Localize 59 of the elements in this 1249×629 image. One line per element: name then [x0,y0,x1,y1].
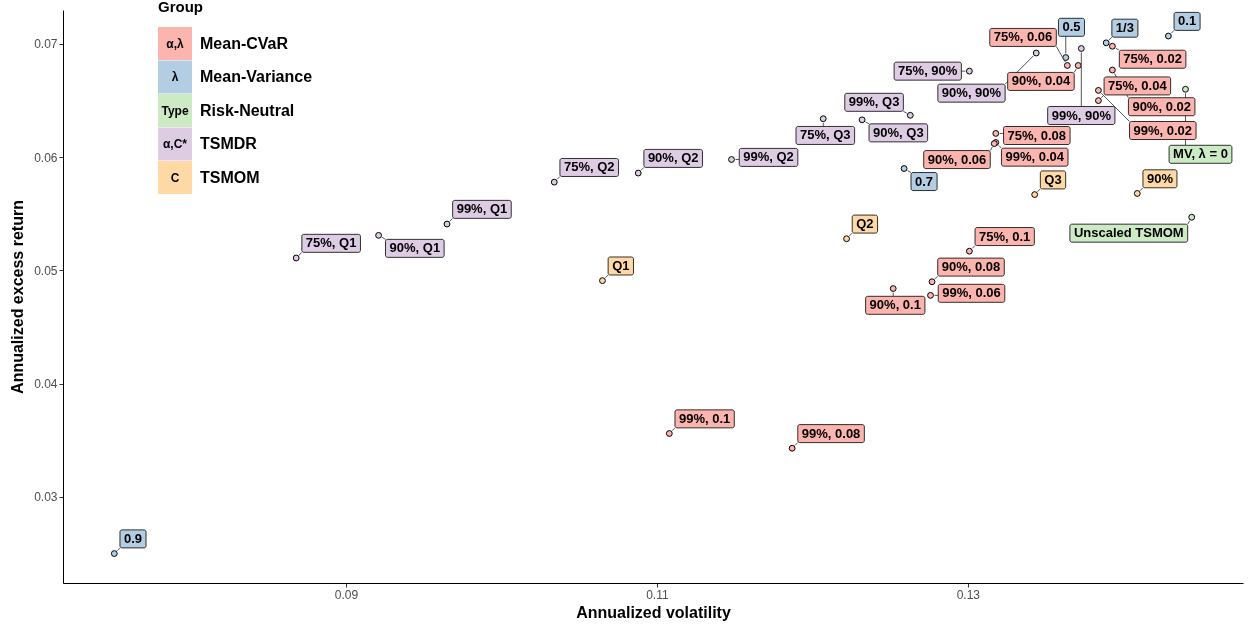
annotation: 75%, 0.06 [993,29,1053,45]
x-tick-label: 0.09 [334,587,359,602]
annotation: 75%, 90% [898,63,958,79]
annotation: 99%, 0.02 [1133,122,1193,138]
annotation: Q3 [1044,171,1062,187]
annotation: 75%, 0.08 [1007,127,1067,143]
y-tick-label: 0.05 [34,263,58,278]
legend-label: TSMOM [200,168,260,186]
annotation: 90%, 0.06 [927,151,987,167]
annotation: MV, λ = 0 [1173,146,1228,162]
annotation: 99%, Q1 [456,201,508,217]
annotation: α,λ [166,36,185,51]
annotation: 75%, 0.02 [1123,51,1182,67]
y-tick-label: 0.06 [34,150,58,165]
annotation: Unscaled TSMOM [1073,225,1184,241]
annotation: 1/3 [1115,20,1134,36]
annotation: Q1 [612,257,630,273]
y-tick-label: 0.03 [34,490,58,505]
annotation: 0.9 [123,530,143,546]
annotation: λ [171,70,179,84]
x-tick-label: 0.13 [956,587,981,602]
annotation: 0.5 [1062,19,1081,35]
legend-label: Risk-Neutral [200,101,295,119]
x-axis-title: Annualized volatility [576,603,731,621]
y-axis-title: Annualized excess return [9,200,27,394]
annotation: 0.7 [915,173,934,189]
legend-label: TSMDR [200,135,258,152]
legend-title: Group [158,0,203,15]
annotation: 99%, 0.1 [678,410,731,426]
annotation: 90%, 0.1 [869,297,921,313]
annotation: 90%, 0.08 [941,259,1001,275]
annotation: 90%, Q3 [873,124,924,140]
annotation: 99%, Q3 [848,94,900,110]
annotation: 90%, 0.02 [1132,98,1191,114]
annotation: 75%, Q2 [563,159,615,175]
annotation: 75%, 0.1 [979,228,1031,244]
annotation: C [170,170,180,185]
annotation: Type [161,103,189,118]
annotation: 99%, 0.04 [1005,149,1065,165]
annotation: 99%, 0.08 [801,425,861,441]
annotation: 90%, Q1 [389,240,441,256]
annotation: 90%, 90% [941,85,1002,101]
x-tick-label: 0.11 [646,587,669,602]
annotation: 75%, Q3 [800,127,851,143]
y-tick-label: 0.07 [34,37,58,52]
annotation: 90%, 0.04 [1011,73,1071,89]
legend-label: Mean-Variance [200,68,313,85]
legend-label: Mean-CVaR [200,34,289,52]
y-tick-label: 0.04 [34,377,58,392]
annotation: 90% [1146,170,1174,186]
annotation: 99%, 90% [1051,107,1112,123]
annotation: 99%, Q2 [743,149,794,165]
annotation: 75%, Q1 [305,235,357,251]
annotation: 75%, 0.04 [1108,77,1168,93]
annotation: 90%, Q2 [647,150,699,166]
annotation: 99%, 0.06 [942,285,1001,301]
annotation: 0.1 [1178,13,1197,29]
annotation: α,C* [162,137,188,151]
annotation: Q2 [856,216,874,232]
